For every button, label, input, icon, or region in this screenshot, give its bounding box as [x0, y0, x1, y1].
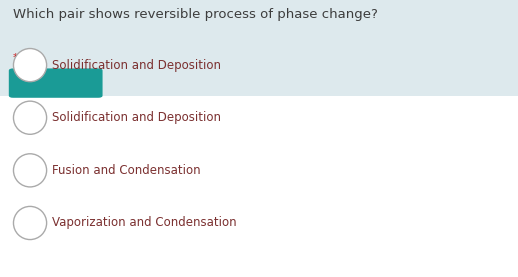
Text: ⎙: ⎙ [28, 51, 36, 64]
Text: Fusion and Condensation: Fusion and Condensation [52, 164, 200, 177]
Text: Solidification and Deposition: Solidification and Deposition [52, 59, 221, 71]
Text: Vaporization and Condensation: Vaporization and Condensation [52, 217, 236, 229]
FancyBboxPatch shape [0, 0, 518, 96]
Text: *: * [13, 53, 19, 63]
FancyBboxPatch shape [0, 96, 518, 277]
Text: Solidification and Deposition: Solidification and Deposition [52, 111, 221, 124]
FancyBboxPatch shape [9, 68, 103, 98]
Ellipse shape [13, 48, 47, 82]
Ellipse shape [13, 101, 47, 134]
Ellipse shape [13, 154, 47, 187]
Text: Which pair shows reversible process of phase change?: Which pair shows reversible process of p… [13, 8, 378, 21]
Ellipse shape [13, 206, 47, 240]
